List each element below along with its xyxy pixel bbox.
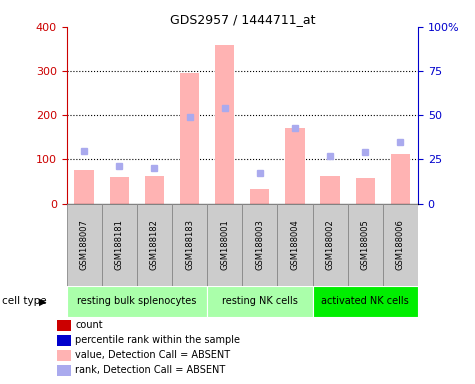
Text: GSM188006: GSM188006 [396, 219, 405, 270]
Text: GSM188001: GSM188001 [220, 219, 229, 270]
Bar [313, 204, 348, 286]
Text: rank, Detection Call = ABSENT: rank, Detection Call = ABSENT [75, 365, 225, 375]
Bar [215, 45, 234, 204]
Bar [145, 176, 164, 204]
Bar [250, 189, 269, 204]
Bar [137, 204, 172, 286]
Bar [285, 128, 304, 204]
Text: percentile rank within the sample: percentile rank within the sample [75, 335, 240, 345]
Text: GSM188181: GSM188181 [115, 219, 124, 270]
Bar [242, 204, 277, 286]
Text: GSM188183: GSM188183 [185, 219, 194, 270]
Text: GSM188002: GSM188002 [326, 219, 334, 270]
Bar [180, 73, 199, 204]
Bar [313, 286, 418, 317]
Bar [356, 178, 375, 204]
Bar [383, 204, 418, 286]
Text: count: count [75, 320, 103, 330]
Text: GSM188003: GSM188003 [256, 219, 264, 270]
Bar [277, 204, 313, 286]
Bar [110, 177, 129, 204]
Text: GSM188007: GSM188007 [80, 219, 88, 270]
Bar [102, 204, 137, 286]
Bar [172, 204, 207, 286]
Bar [207, 204, 242, 286]
Bar [321, 176, 340, 204]
Bar [348, 204, 383, 286]
Text: value, Detection Call = ABSENT: value, Detection Call = ABSENT [75, 350, 230, 360]
Text: cell type: cell type [2, 296, 47, 306]
Text: GSM188004: GSM188004 [291, 219, 299, 270]
Bar [207, 286, 313, 317]
Text: resting bulk splenocytes: resting bulk splenocytes [77, 296, 197, 306]
Text: GSM188182: GSM188182 [150, 219, 159, 270]
Bar [75, 170, 94, 204]
Bar [391, 154, 410, 204]
Text: ▶: ▶ [39, 296, 47, 306]
Title: GDS2957 / 1444711_at: GDS2957 / 1444711_at [170, 13, 315, 26]
Text: resting NK cells: resting NK cells [222, 296, 298, 306]
Text: GSM188005: GSM188005 [361, 219, 370, 270]
Bar [66, 286, 207, 317]
Text: activated NK cells: activated NK cells [322, 296, 409, 306]
Bar [66, 204, 102, 286]
